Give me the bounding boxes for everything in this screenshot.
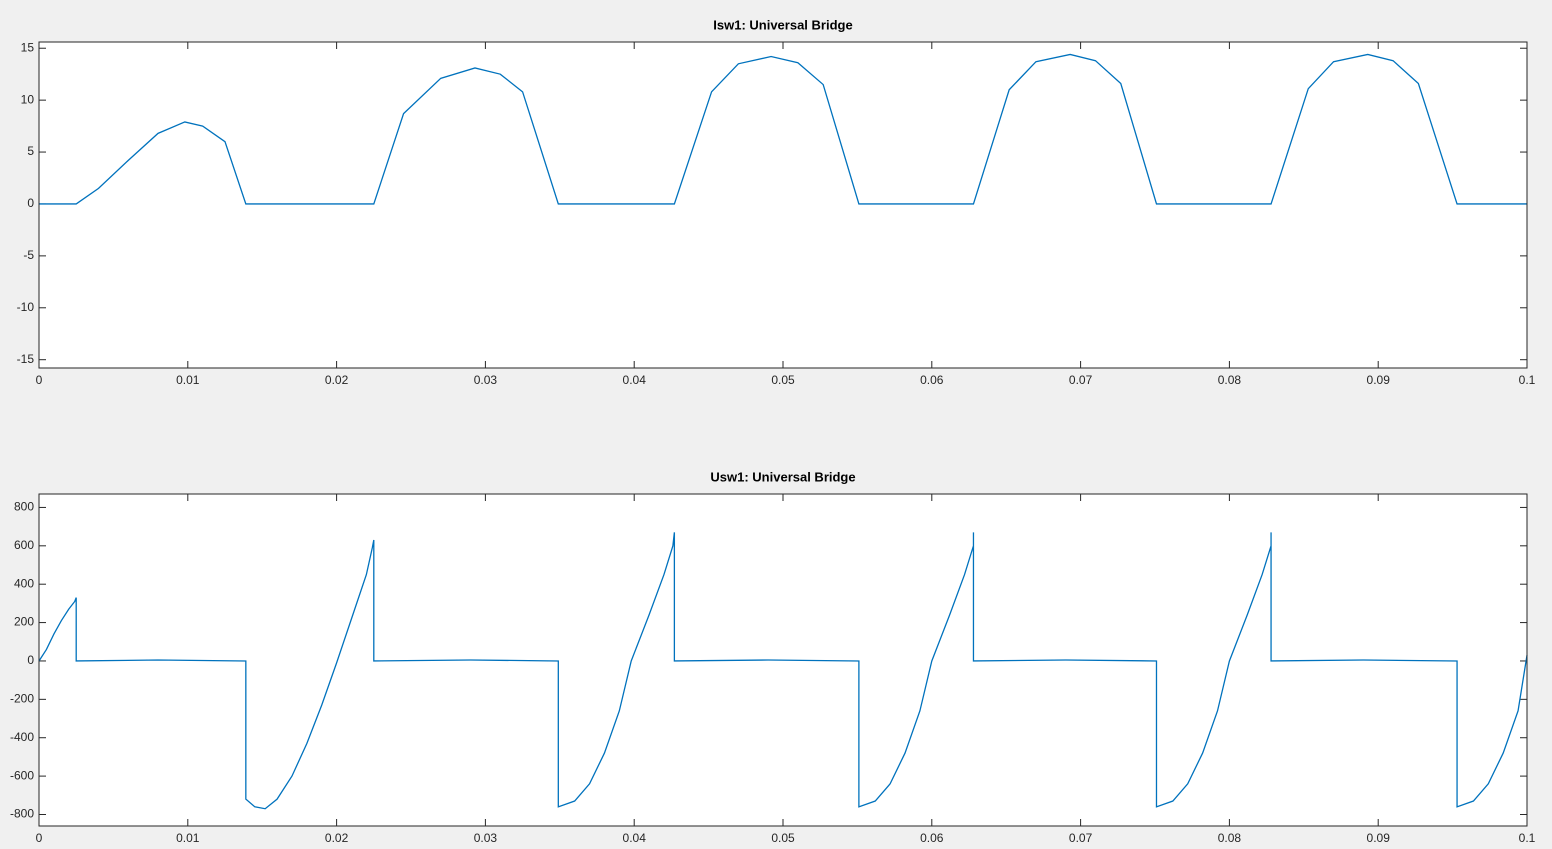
y-tick-label: -10 [17, 300, 35, 314]
y-tick-label: 200 [14, 615, 34, 629]
x-tick-label: 0.02 [325, 831, 349, 845]
x-tick-label: 0.01 [176, 373, 200, 387]
y-tick-label: 0 [27, 196, 34, 210]
x-tick-label: 0.08 [1218, 373, 1242, 387]
chart-title: Usw1: Universal Bridge [710, 469, 855, 484]
x-tick-label: 0.03 [474, 831, 498, 845]
x-tick-label: 0.06 [920, 831, 944, 845]
data-line [39, 53, 1527, 205]
y-tick-label: 5 [27, 144, 34, 158]
y-tick-label: 0 [27, 653, 34, 667]
y-tick-label: 600 [14, 538, 34, 552]
y-tick-label: -600 [10, 768, 34, 782]
chart-title: Isw1: Universal Bridge [713, 17, 852, 32]
x-tick-label: 0.09 [1367, 831, 1391, 845]
axes: Isw1: Universal Bridge -15 -10 -5 0 5 10 15 0 0.0… [17, 17, 1536, 387]
x-tick-label: 0.08 [1218, 831, 1242, 845]
x-tick-label: 0.01 [176, 831, 200, 845]
x-tick-label: 0.02 [325, 373, 349, 387]
y-tick-label: -800 [10, 807, 34, 821]
x-tick-label: 0.05 [771, 373, 795, 387]
x-tick-label: 0.04 [623, 831, 647, 845]
y-tick-label: 10 [21, 92, 35, 106]
x-tick-label: 0.07 [1069, 373, 1093, 387]
y-tick-label: -5 [23, 248, 34, 262]
x-tick-label: 0.06 [920, 373, 944, 387]
axes-box [38, 41, 1528, 369]
y-tick-label: 400 [14, 576, 34, 590]
x-tick-label: 0.1 [1519, 373, 1536, 387]
y-tick-label: -400 [10, 730, 34, 744]
x-tick-label: 0.09 [1367, 373, 1391, 387]
x-tick-label: 0.03 [474, 373, 498, 387]
axes-box [38, 493, 1528, 827]
x-tick-label: 0 [36, 831, 43, 845]
axes: Usw1: Universal Bridge -800 -600 -400 -200 0 2… [10, 469, 1536, 845]
y-tick-label: 800 [14, 500, 34, 514]
x-tick-label: 0.07 [1069, 831, 1093, 845]
plot-area [39, 42, 1527, 368]
x-tick-label: 0.1 [1519, 831, 1536, 845]
x-tick-label: 0 [36, 373, 43, 387]
y-tick-label: 15 [21, 40, 35, 54]
y-tick-label: -200 [10, 692, 34, 706]
y-tick-label: -15 [17, 352, 35, 366]
data-line [38, 532, 1528, 810]
x-tick-label: 0.05 [771, 831, 795, 845]
x-tick-label: 0.04 [623, 373, 647, 387]
